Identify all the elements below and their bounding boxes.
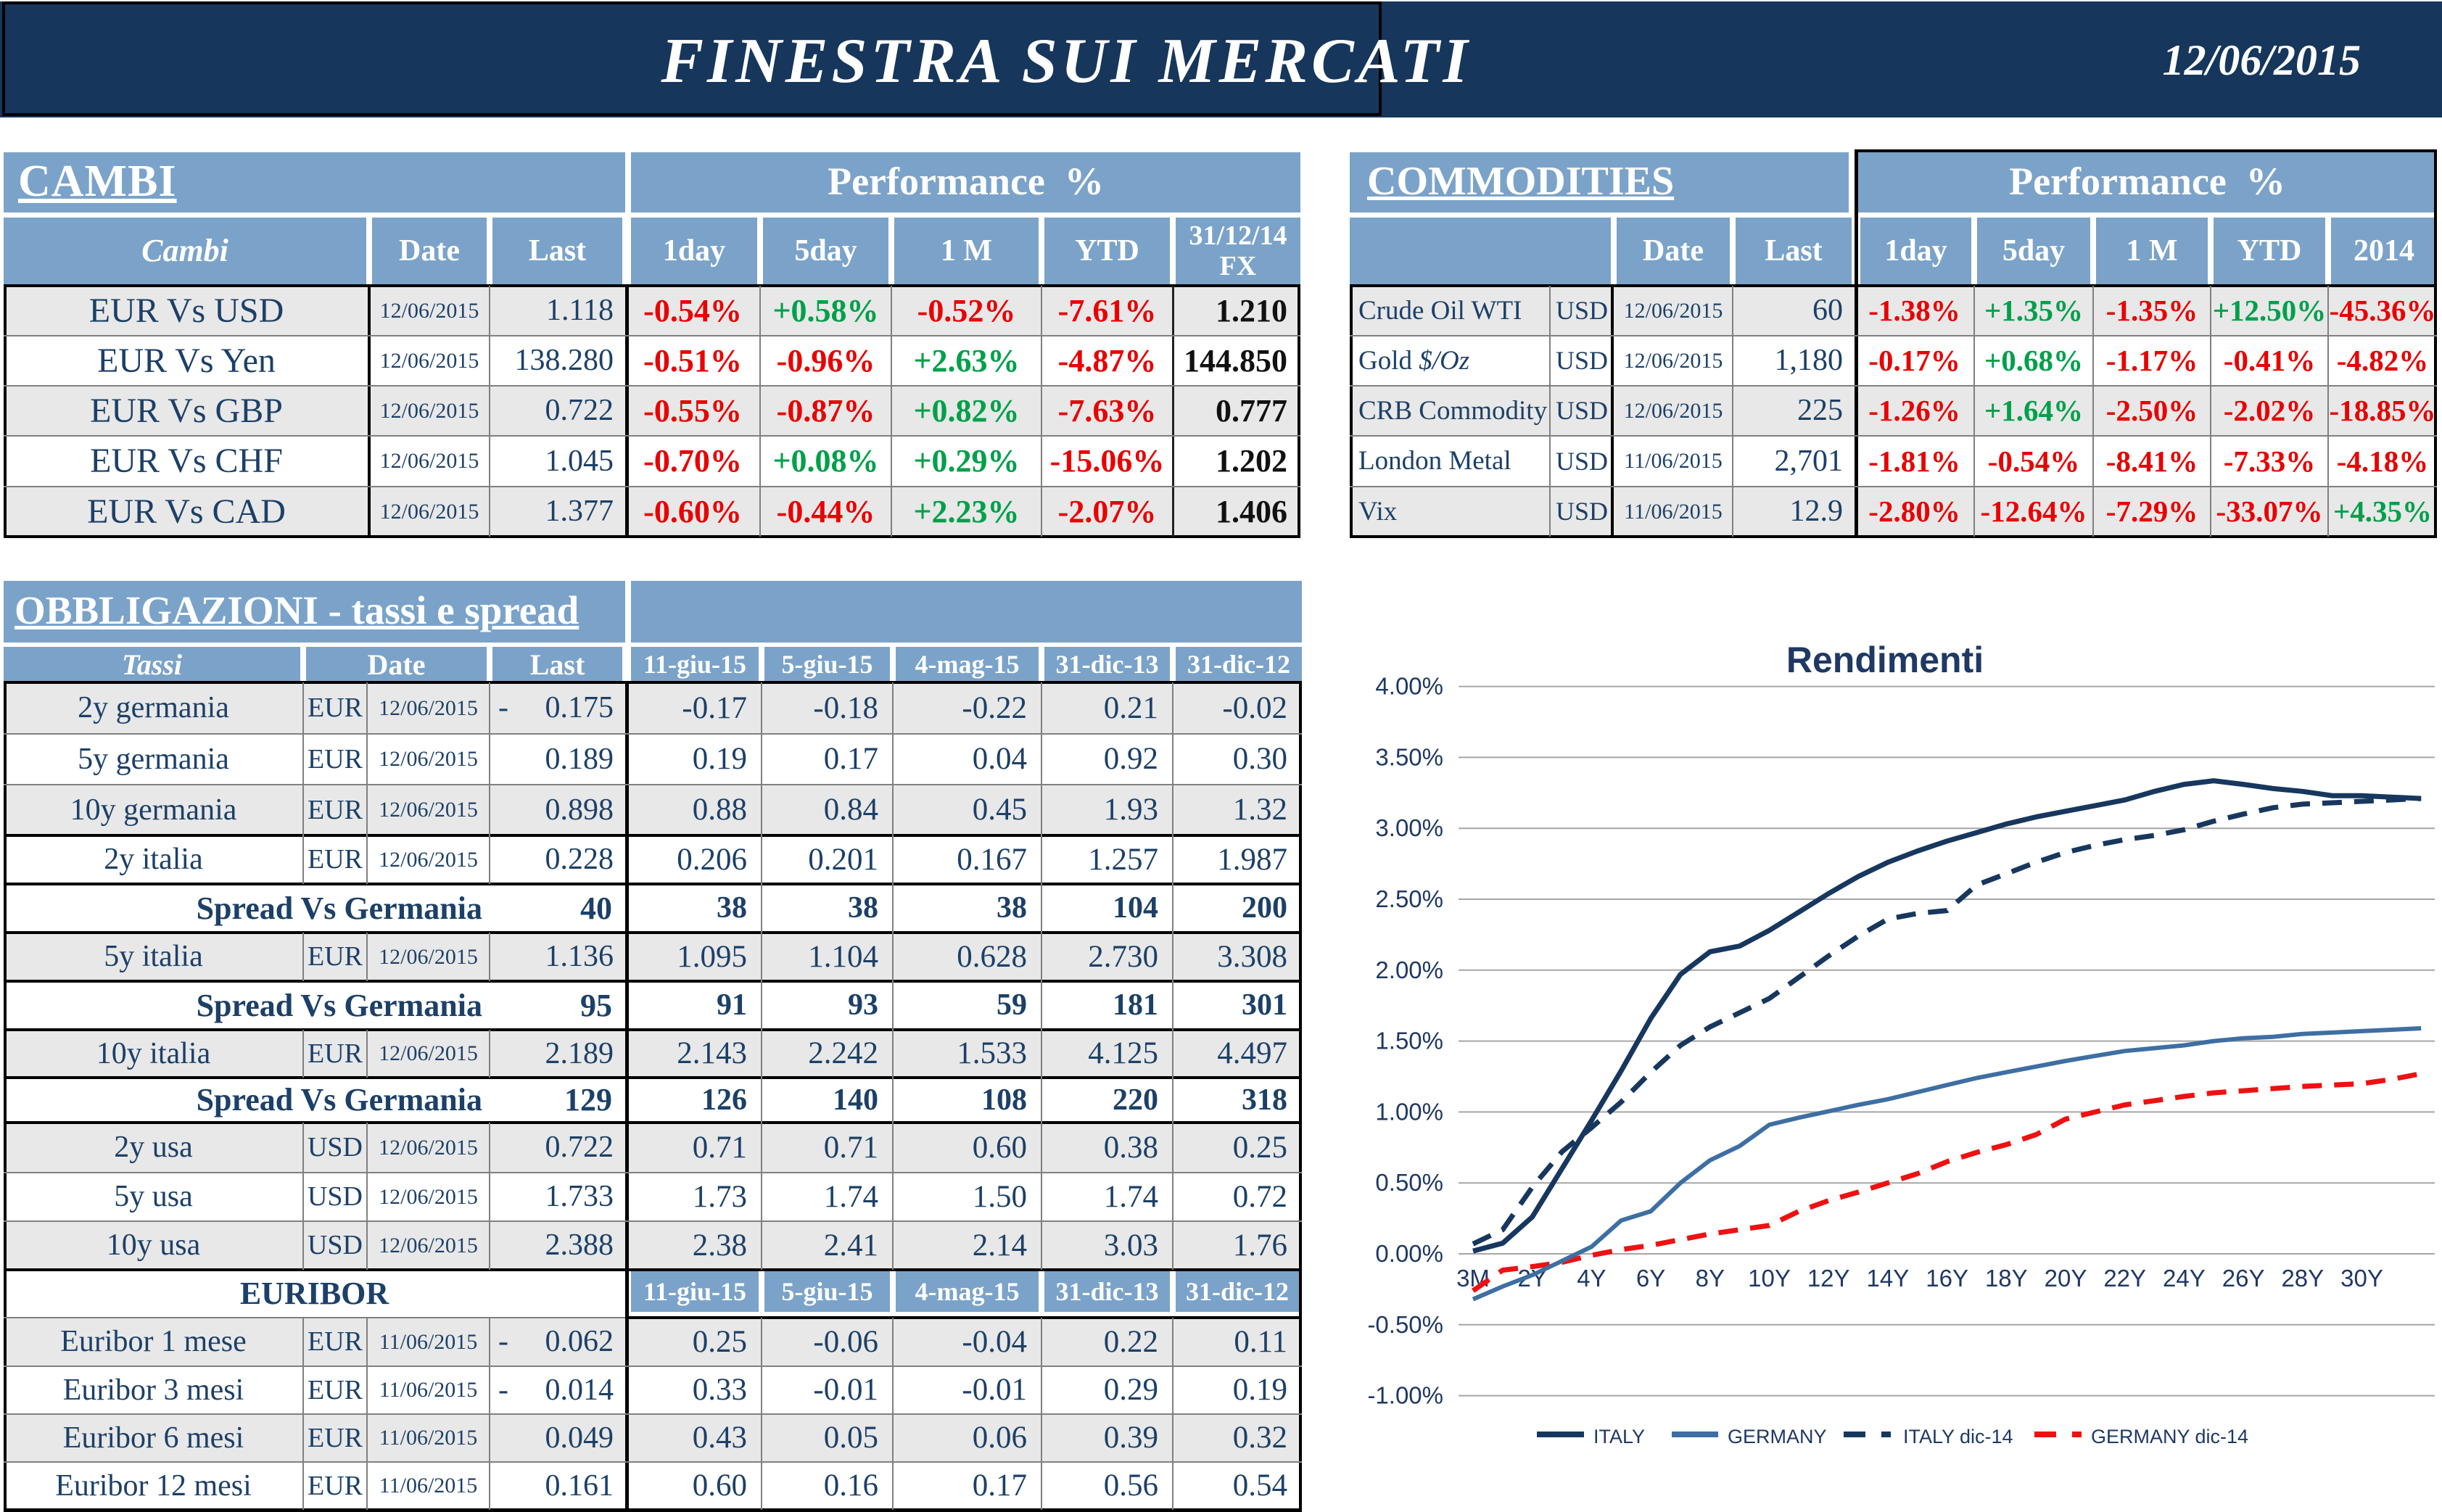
svg-text:2.00%: 2.00% xyxy=(1375,957,1443,983)
svg-text:-1.00%: -1.00% xyxy=(1367,1382,1443,1409)
svg-text:18Y: 18Y xyxy=(1985,1265,2028,1292)
svg-text:28Y: 28Y xyxy=(2281,1265,2324,1292)
svg-text:10Y: 10Y xyxy=(1748,1265,1791,1292)
svg-text:22Y: 22Y xyxy=(2103,1265,2146,1292)
svg-text:3.00%: 3.00% xyxy=(1375,814,1443,841)
svg-text:GERMANY: GERMANY xyxy=(1728,1426,1827,1447)
svg-text:3.50%: 3.50% xyxy=(1375,743,1443,770)
svg-text:2.50%: 2.50% xyxy=(1375,885,1443,912)
svg-text:ITALY dic-14: ITALY dic-14 xyxy=(1903,1426,2013,1447)
svg-text:26Y: 26Y xyxy=(2222,1265,2265,1292)
svg-text:14Y: 14Y xyxy=(1867,1265,1910,1292)
svg-text:3M: 3M xyxy=(1456,1265,1490,1292)
svg-text:Rendimenti: Rendimenti xyxy=(1786,640,1984,680)
svg-text:16Y: 16Y xyxy=(1926,1265,1968,1292)
svg-text:4Y: 4Y xyxy=(1577,1265,1606,1292)
svg-text:24Y: 24Y xyxy=(2163,1265,2206,1292)
svg-text:ITALY: ITALY xyxy=(1593,1426,1645,1447)
svg-text:20Y: 20Y xyxy=(2045,1265,2087,1292)
svg-text:-0.50%: -0.50% xyxy=(1367,1311,1443,1338)
svg-text:0.50%: 0.50% xyxy=(1375,1169,1443,1196)
svg-text:6Y: 6Y xyxy=(1636,1265,1665,1292)
svg-text:30Y: 30Y xyxy=(2340,1265,2383,1292)
svg-text:12Y: 12Y xyxy=(1807,1265,1850,1292)
svg-text:8Y: 8Y xyxy=(1696,1265,1725,1292)
svg-text:4.00%: 4.00% xyxy=(1375,673,1443,700)
svg-text:GERMANY dic-14: GERMANY dic-14 xyxy=(2091,1426,2248,1447)
svg-text:0.00%: 0.00% xyxy=(1375,1240,1443,1267)
svg-text:1.50%: 1.50% xyxy=(1375,1028,1443,1054)
svg-text:1.00%: 1.00% xyxy=(1375,1098,1443,1125)
